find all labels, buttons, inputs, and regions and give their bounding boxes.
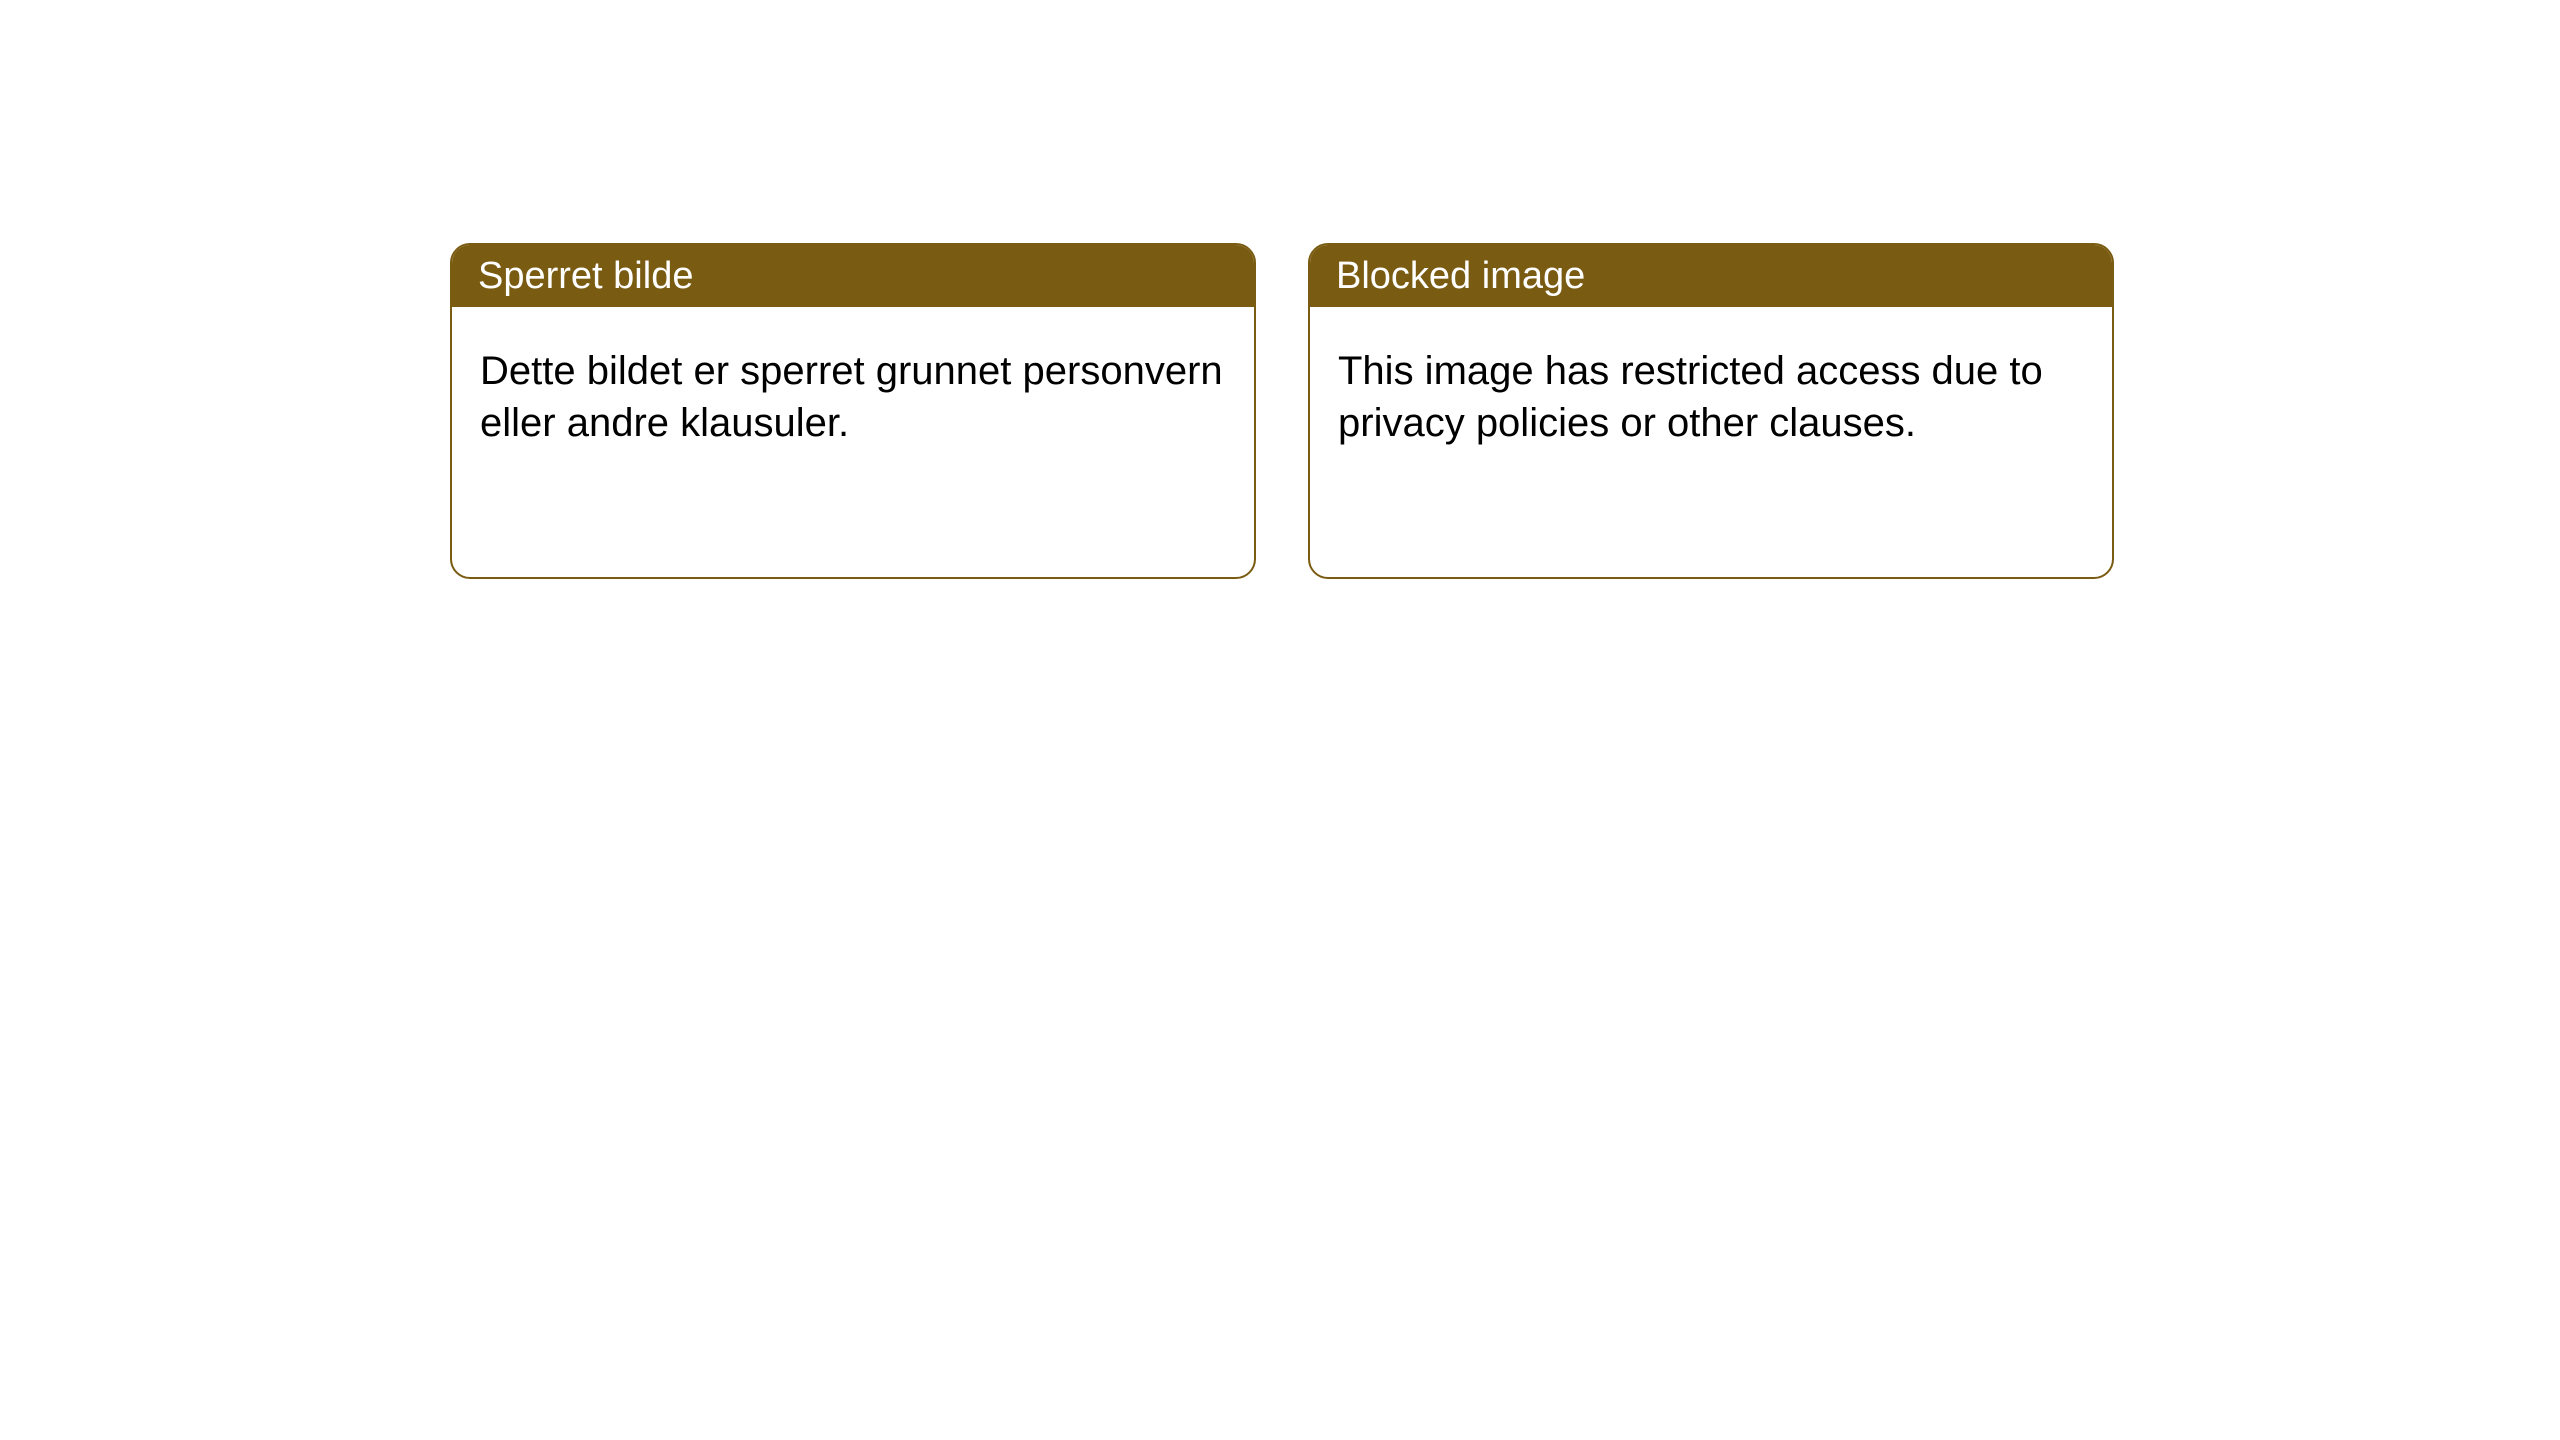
notice-header-text: Blocked image [1336,255,1585,298]
notice-card-body: Dette bildet er sperret grunnet personve… [452,307,1254,487]
notice-card-body: This image has restricted access due to … [1310,307,2112,487]
notice-card-english: Blocked image This image has restricted … [1308,243,2114,579]
notice-body-text: Dette bildet er sperret grunnet personve… [480,349,1223,445]
notice-body-text: This image has restricted access due to … [1338,349,2043,445]
notice-card-norwegian: Sperret bilde Dette bildet er sperret gr… [450,243,1256,579]
notice-card-header: Sperret bilde [452,245,1254,307]
notice-cards-container: Sperret bilde Dette bildet er sperret gr… [0,0,2560,579]
notice-card-header: Blocked image [1310,245,2112,307]
notice-header-text: Sperret bilde [478,255,693,298]
